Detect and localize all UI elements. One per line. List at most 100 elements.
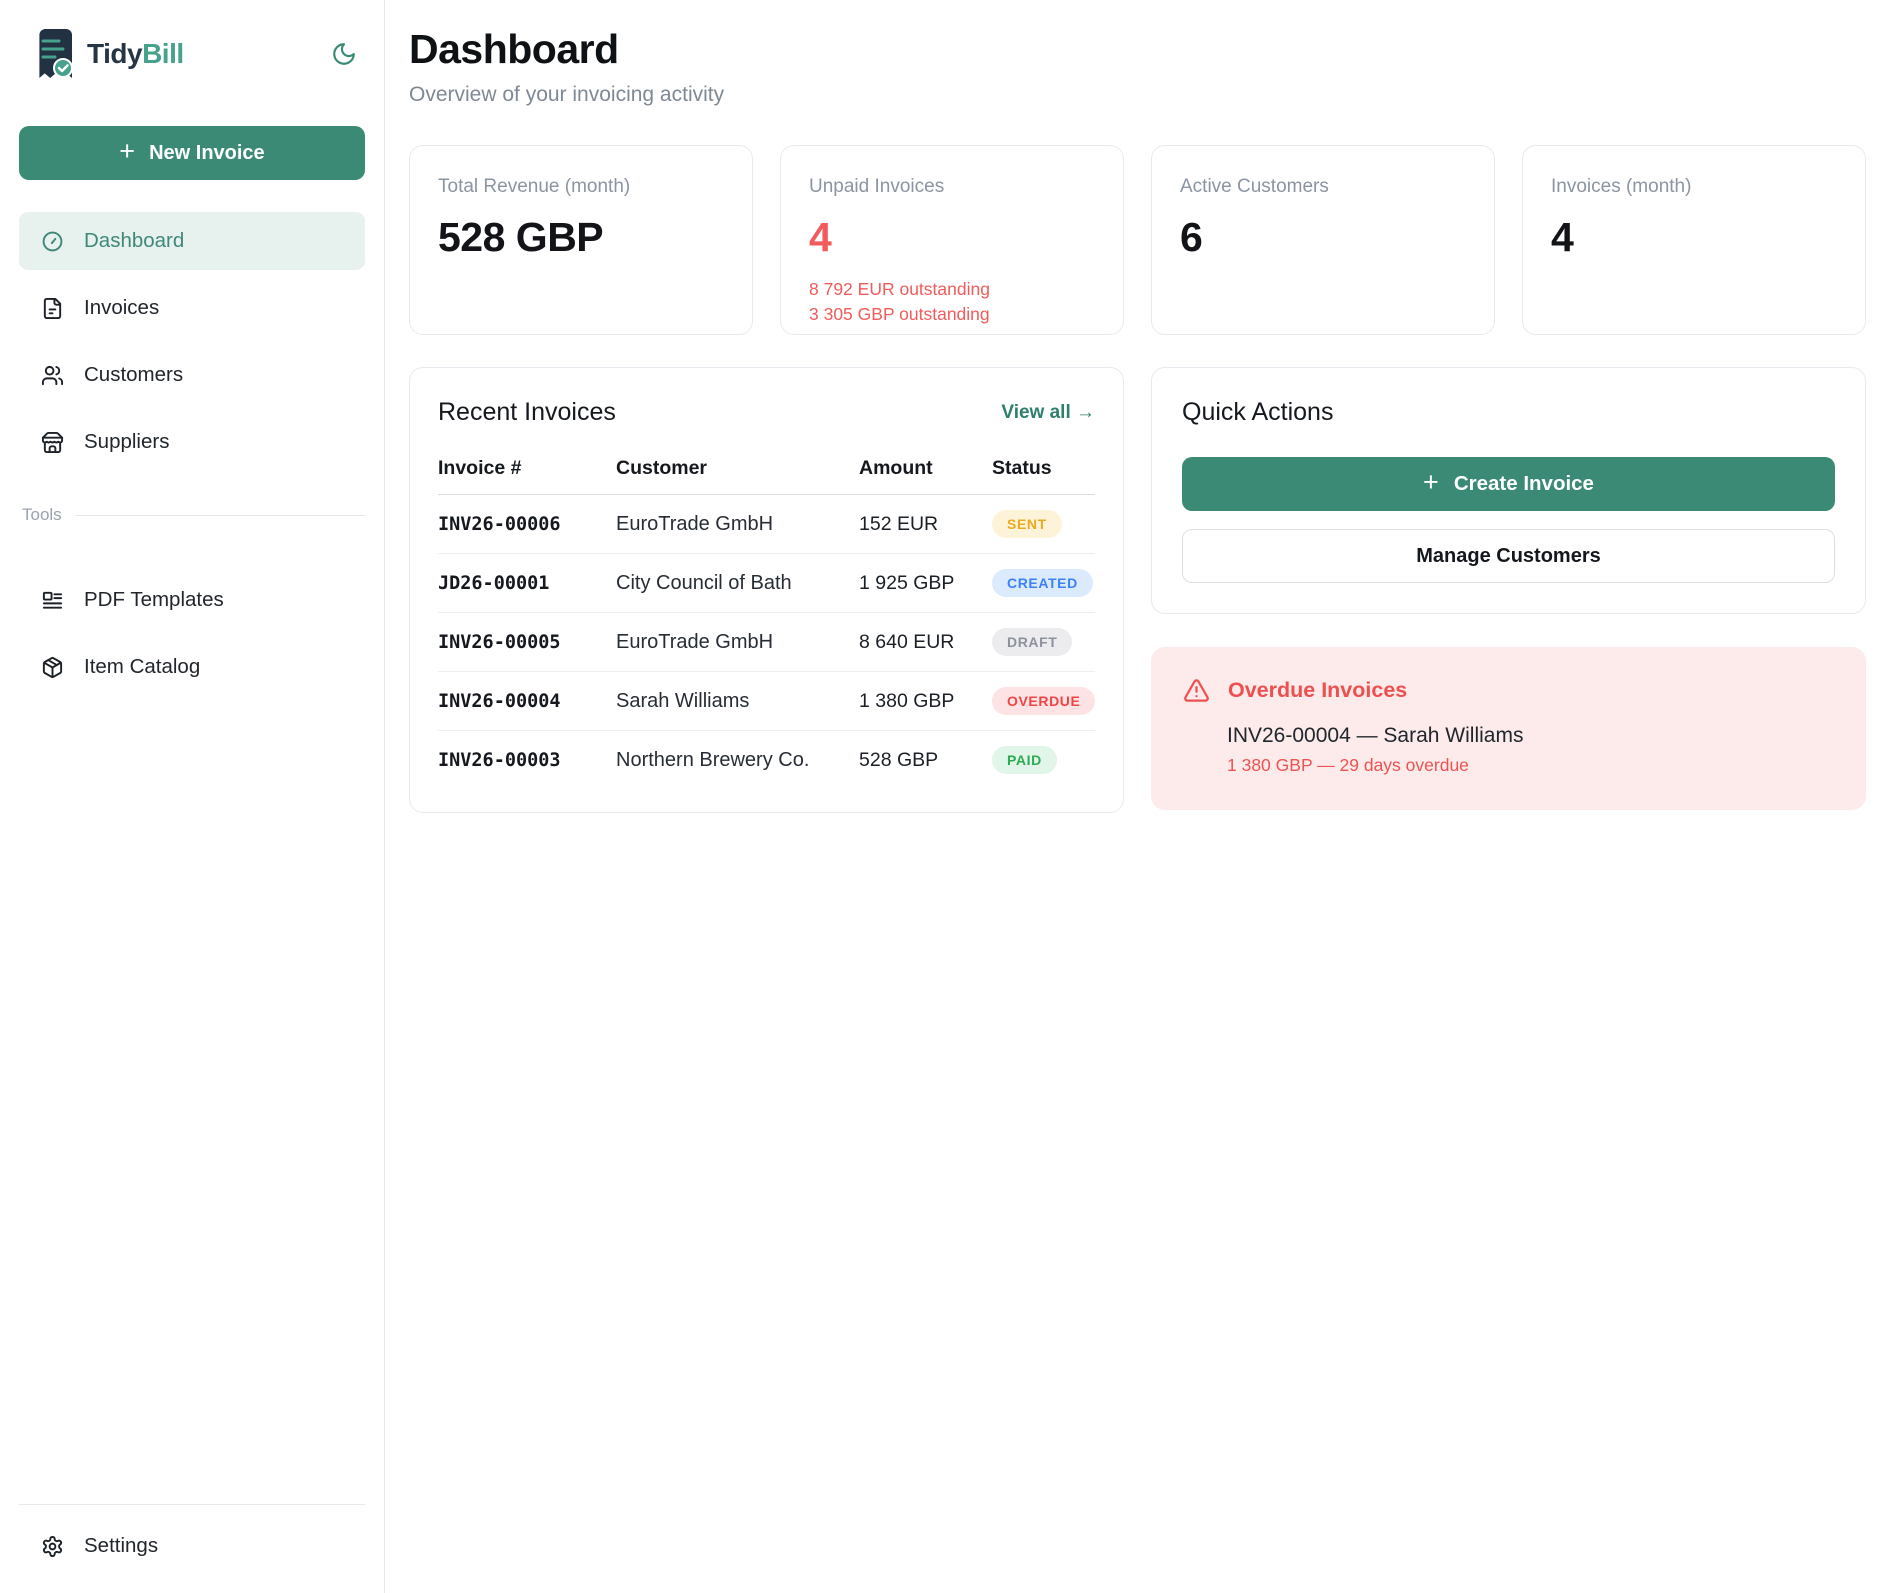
overdue-invoice-detail: 1 380 GBP — 29 days overdue xyxy=(1227,755,1469,775)
table-header-row: Invoice # Customer Amount Status xyxy=(438,457,1095,495)
invoice-number-cell: JD26-00001 xyxy=(438,572,550,594)
status-badge: CREATED xyxy=(992,569,1093,597)
customer-cell: EuroTrade GmbH xyxy=(616,630,774,653)
app-logo: TidyBill xyxy=(19,28,365,80)
invoices-table: Invoice # Customer Amount Status INV26-0… xyxy=(438,457,1096,778)
layout-template-icon xyxy=(41,589,64,612)
customer-cell: Northern Brewery Co. xyxy=(616,748,810,771)
stat-value: 4 xyxy=(809,214,832,260)
status-badge: SENT xyxy=(992,510,1062,538)
quick-actions-title: Quick Actions xyxy=(1182,398,1334,426)
users-icon xyxy=(41,364,64,387)
table-row[interactable]: INV26-00004 Sarah Williams 1 380 GBP OVE… xyxy=(438,672,1096,731)
sidebar-item-item-catalog[interactable]: Item Catalog xyxy=(19,638,365,696)
divider xyxy=(75,514,365,516)
moon-icon xyxy=(331,41,357,67)
customer-cell: City Council of Bath xyxy=(616,571,792,594)
tools-label: Tools xyxy=(22,505,62,524)
package-icon xyxy=(41,656,64,679)
status-badge: DRAFT xyxy=(992,628,1073,656)
customer-cell: EuroTrade GmbH xyxy=(616,512,774,535)
view-all-link[interactable]: View all → xyxy=(1001,401,1095,423)
outstanding-eur: 8 792 EUR outstanding xyxy=(809,279,990,299)
sidebar: TidyBill + New Invoice Dashboard Invoice… xyxy=(0,0,385,1593)
amount-cell: 152 EUR xyxy=(859,512,939,535)
invoice-number-cell: INV26-00005 xyxy=(438,631,561,653)
plus-icon: + xyxy=(1423,467,1439,497)
new-invoice-button[interactable]: + New Invoice xyxy=(19,126,365,180)
sidebar-item-label: Customers xyxy=(84,363,184,386)
invoice-number-cell: INV26-00003 xyxy=(438,749,561,771)
gear-icon xyxy=(41,1535,64,1558)
stat-card-total-revenue: Total Revenue (month) 528 GBP xyxy=(409,145,753,335)
column-header-status: Status xyxy=(992,457,1052,479)
page-subtitle: Overview of your invoicing activity xyxy=(409,83,725,106)
recent-invoices-card: Recent Invoices View all → Invoice # Cus… xyxy=(409,367,1124,813)
table-row[interactable]: INV26-00006 EuroTrade GmbH 152 EUR SENT xyxy=(438,495,1095,554)
sidebar-item-label: PDF Templates xyxy=(84,588,224,611)
page-title: Dashboard xyxy=(409,26,619,72)
amount-cell: 1 380 GBP xyxy=(859,689,955,712)
outstanding-gbp: 3 305 GBP outstanding xyxy=(809,304,990,325)
overdue-alert-title: Overdue Invoices xyxy=(1228,678,1408,702)
sidebar-footer: Settings xyxy=(19,1504,365,1593)
sidebar-item-customers[interactable]: Customers xyxy=(19,346,365,404)
main-content: Dashboard Overview of your invoicing act… xyxy=(385,0,1885,1593)
sidebar-item-label: Dashboard xyxy=(84,229,185,252)
table-row[interactable]: INV26-00005 EuroTrade GmbH 8 640 EUR DRA… xyxy=(438,613,1095,672)
stat-value: 4 xyxy=(1551,214,1574,260)
quick-actions-card: Quick Actions + Create Invoice Manage Cu… xyxy=(1151,367,1866,614)
plus-icon: + xyxy=(119,136,136,166)
amount-cell: 8 640 EUR xyxy=(859,630,955,653)
sidebar-item-pdf-templates[interactable]: PDF Templates xyxy=(19,571,365,629)
sidebar-item-invoices[interactable]: Invoices xyxy=(19,279,365,337)
table-row[interactable]: INV26-00003 Northern Brewery Co. 528 GBP… xyxy=(438,731,1095,778)
stat-label: Total Revenue (month) xyxy=(438,176,631,197)
sidebar-tools-nav: PDF Templates Item Catalog xyxy=(19,571,365,696)
column-header-customer: Customer xyxy=(616,457,708,479)
column-header-amount: Amount xyxy=(859,457,933,479)
sidebar-nav: Dashboard Invoices Customers Suppliers xyxy=(19,212,365,471)
stat-card-unpaid-invoices: Unpaid Invoices 4 8 792 EUR outstanding … xyxy=(780,145,1124,335)
store-icon xyxy=(41,431,64,454)
table-row[interactable]: JD26-00001 City Council of Bath 1 925 GB… xyxy=(438,554,1095,613)
right-column: Quick Actions + Create Invoice Manage Cu… xyxy=(1151,367,1866,810)
status-badge: PAID xyxy=(992,746,1057,774)
receipt-logo-icon xyxy=(33,28,73,80)
sidebar-item-label: Settings xyxy=(84,1534,159,1557)
sidebar-item-label: Item Catalog xyxy=(84,655,201,678)
stat-value: 6 xyxy=(1180,214,1203,260)
invoice-table-body: INV26-00006 EuroTrade GmbH 152 EUR SENT … xyxy=(438,495,1096,778)
create-invoice-button[interactable]: + Create Invoice xyxy=(1182,457,1835,511)
stat-label: Invoices (month) xyxy=(1551,176,1692,197)
overdue-invoice-ref: INV26-00004 — Sarah Williams xyxy=(1227,724,1524,747)
app-title: TidyBill xyxy=(87,38,184,69)
file-text-icon xyxy=(41,297,64,320)
status-badge: OVERDUE xyxy=(992,687,1096,715)
invoice-number-cell: INV26-00004 xyxy=(438,690,561,712)
overdue-invoices-alert: Overdue Invoices INV26-00004 — Sarah Wil… xyxy=(1151,647,1866,810)
stat-card-active-customers: Active Customers 6 xyxy=(1151,145,1495,335)
sidebar-item-label: Invoices xyxy=(84,296,160,319)
stat-value: 528 GBP xyxy=(438,214,604,260)
manage-customers-button[interactable]: Manage Customers xyxy=(1182,529,1835,583)
stat-sublines: 8 792 EUR outstanding 3 305 GBP outstand… xyxy=(809,277,1095,328)
sidebar-item-suppliers[interactable]: Suppliers xyxy=(19,413,365,471)
amount-cell: 528 GBP xyxy=(859,748,939,771)
tools-section-header: Tools xyxy=(19,505,365,525)
recent-invoices-title: Recent Invoices xyxy=(438,398,616,426)
sidebar-item-dashboard[interactable]: Dashboard xyxy=(19,212,365,270)
amount-cell: 1 925 GBP xyxy=(859,571,955,594)
stat-card-invoices-month: Invoices (month) 4 xyxy=(1522,145,1866,335)
sidebar-item-label: Suppliers xyxy=(84,430,170,453)
warning-triangle-icon xyxy=(1183,677,1210,704)
sidebar-item-settings[interactable]: Settings xyxy=(19,1517,365,1575)
invoice-number-cell: INV26-00006 xyxy=(438,513,561,535)
stats-row: Total Revenue (month) 528 GBP Unpaid Inv… xyxy=(409,145,1866,335)
stat-label: Active Customers xyxy=(1180,176,1329,197)
stat-label: Unpaid Invoices xyxy=(809,176,945,197)
gauge-icon xyxy=(41,230,64,253)
dark-mode-toggle[interactable] xyxy=(331,41,357,67)
column-header-invoice: Invoice # xyxy=(438,457,522,479)
customer-cell: Sarah Williams xyxy=(616,689,750,712)
